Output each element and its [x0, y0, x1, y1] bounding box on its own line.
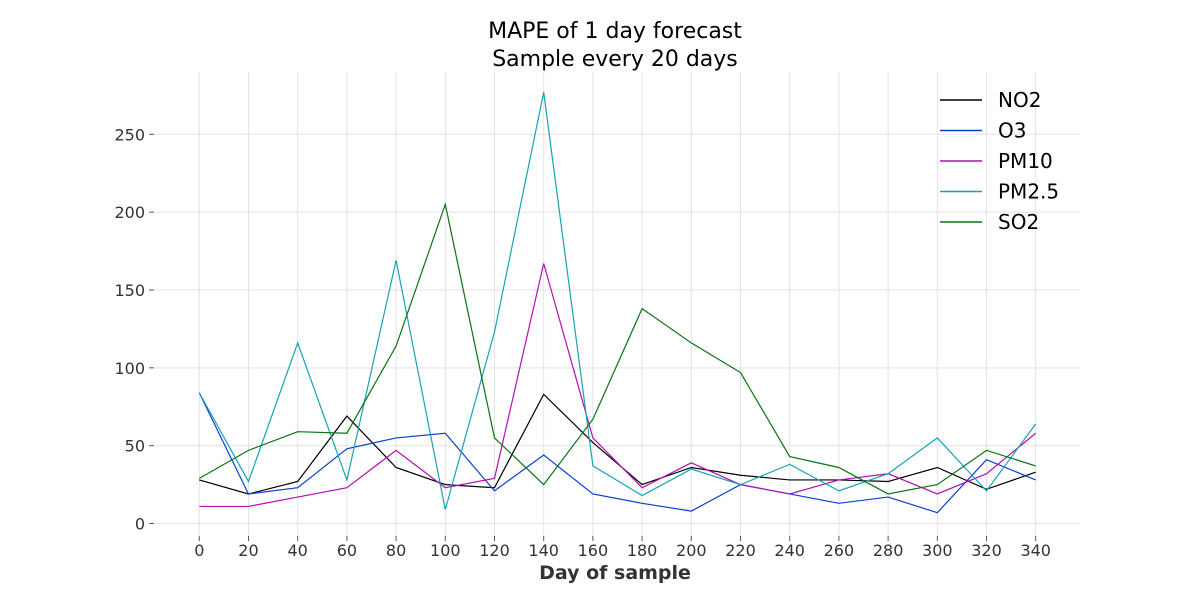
series-line-pm2-5 — [198, 92, 1037, 510]
y-tick-label: 50 — [125, 437, 145, 456]
x-tick-label: 160 — [578, 541, 609, 560]
series-line-pm10 — [199, 263, 1037, 508]
chart-title-line-1: MAPE of 1 day forecast — [488, 19, 742, 44]
x-tick-label: 240 — [774, 541, 805, 560]
y-tick-label: 150 — [114, 281, 145, 300]
y-tick-label: 250 — [114, 125, 145, 144]
x-tick-label: 140 — [528, 541, 559, 560]
grid — [155, 72, 1080, 536]
x-tick-label: 320 — [971, 541, 1002, 560]
x-tick-label: 300 — [922, 541, 953, 560]
x-tick-label: 340 — [1020, 541, 1051, 560]
series-lines — [198, 92, 1037, 514]
series-line-no2 — [199, 393, 1036, 495]
axes: 0 20 40 60 80 100 120 140 160 180 200 220 240 260 280 3… — [114, 125, 1051, 560]
legend-label-pm10: PM10 — [998, 149, 1053, 173]
x-tick-label: 100 — [430, 541, 461, 560]
y-tick-label: 200 — [114, 203, 145, 222]
x-axis-label: Day of sample — [539, 562, 691, 584]
x-tick-label: 280 — [873, 541, 904, 560]
x-tick-label: 0 — [194, 541, 204, 560]
x-tick-label: 220 — [725, 541, 756, 560]
y-tick-label: 100 — [114, 359, 145, 378]
legend-label-so2: SO2 — [998, 210, 1039, 234]
x-tick-label: 80 — [386, 541, 406, 560]
x-tick-label: 180 — [627, 541, 658, 560]
chart-title: MAPE of 1 day forecast Sample every 20 d… — [488, 19, 742, 72]
series-line-so2 — [198, 202, 1036, 495]
series-line-o3 — [198, 392, 1036, 514]
legend-label-pm2-5: PM2.5 — [998, 180, 1059, 204]
legend-label-no2: NO2 — [998, 88, 1041, 112]
x-tick-label: 200 — [676, 541, 707, 560]
y-tick-label: 0 — [135, 515, 145, 534]
x-tick-label: 120 — [479, 541, 510, 560]
legend-label-o3: O3 — [998, 119, 1026, 143]
x-tick-label: 260 — [824, 541, 855, 560]
legend: NO2 O3 PM10 PM2.5 SO2 — [940, 88, 1059, 234]
x-tick-label: 60 — [337, 541, 357, 560]
x-tick-label: 20 — [238, 541, 258, 560]
x-tick-label: 40 — [288, 541, 308, 560]
chart-title-line-2: Sample every 20 days — [492, 47, 738, 72]
